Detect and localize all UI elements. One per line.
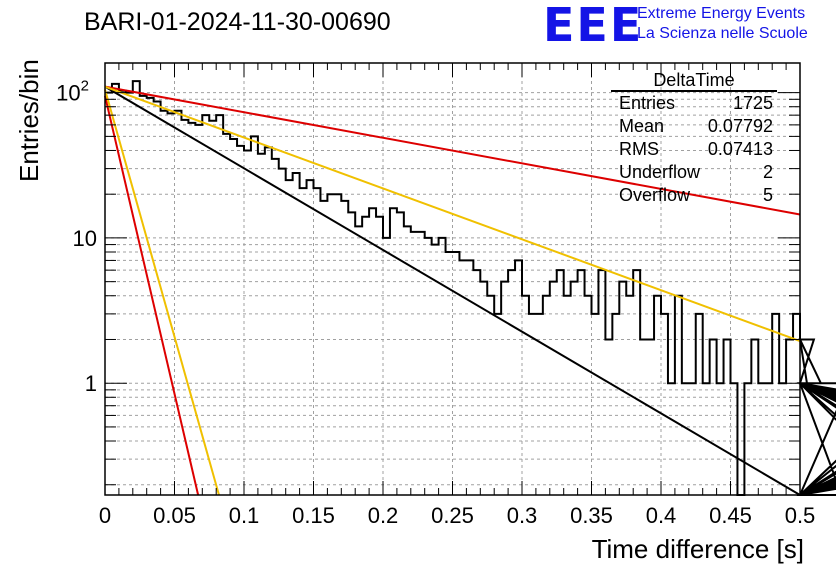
- eee-logo: EEE: [543, 0, 644, 52]
- stats-row-mean: Mean 0.07792: [611, 115, 781, 138]
- stats-label: Mean: [619, 116, 665, 136]
- stats-row-underflow: Underflow 2: [611, 161, 781, 184]
- y-tick-label: 10: [73, 226, 97, 251]
- x-axis-label: Time difference [s]: [591, 534, 804, 564]
- stats-row-rms: RMS 0.07413: [611, 138, 781, 161]
- eee-caption-line2: La Scienza nelle Scuole: [637, 25, 808, 42]
- stats-box: DeltaTime Entries 1725 Mean 0.07792 RMS 0.0…: [611, 70, 781, 207]
- stats-value: 1725: [732, 93, 773, 113]
- stats-label: Overflow: [619, 185, 691, 205]
- chart-title: BARI-01-2024-11-30-00690: [84, 8, 391, 36]
- eee-caption-line1: Extreme Energy Events: [637, 5, 806, 22]
- y-axis-label: Entries/bin: [14, 59, 44, 182]
- fit-line: [104, 85, 801, 496]
- x-tick-label: 0.3: [507, 503, 538, 528]
- x-tick-label: 0.35: [570, 503, 613, 528]
- stats-row-overflow: Overflow 5: [611, 184, 781, 207]
- x-tick-label: 0.05: [153, 503, 196, 528]
- stats-value: 0.07413: [707, 139, 773, 159]
- x-tick-label: 0.15: [292, 503, 335, 528]
- fit-line: [104, 89, 220, 496]
- stats-value: 5: [762, 185, 773, 205]
- eee-logo-caption: Extreme Energy Events La Scienza nelle S…: [637, 4, 808, 44]
- x-tick-label: 0.5: [785, 503, 816, 528]
- fit-line: [104, 95, 200, 496]
- x-tick-label: 0.1: [229, 503, 260, 528]
- y-tick-label: 102: [56, 78, 89, 106]
- fit-line: [104, 85, 801, 343]
- x-tick-label: 0.25: [431, 503, 474, 528]
- stats-label: Entries: [619, 93, 676, 113]
- stats-value: 0.07792: [707, 116, 773, 136]
- x-tick-label: 0: [99, 503, 111, 528]
- x-tick-label: 0.2: [368, 503, 399, 528]
- stats-value: 2: [762, 162, 773, 182]
- stats-name: DeltaTime: [611, 70, 777, 92]
- y-tick-label: 1: [85, 371, 97, 396]
- stats-label: Underflow: [619, 162, 701, 182]
- stats-label: RMS: [619, 139, 659, 159]
- x-tick-label: 0.4: [646, 503, 677, 528]
- fit-line: [104, 85, 801, 216]
- x-tick-label: 0.45: [709, 503, 752, 528]
- stats-row-entries: Entries 1725: [611, 92, 781, 115]
